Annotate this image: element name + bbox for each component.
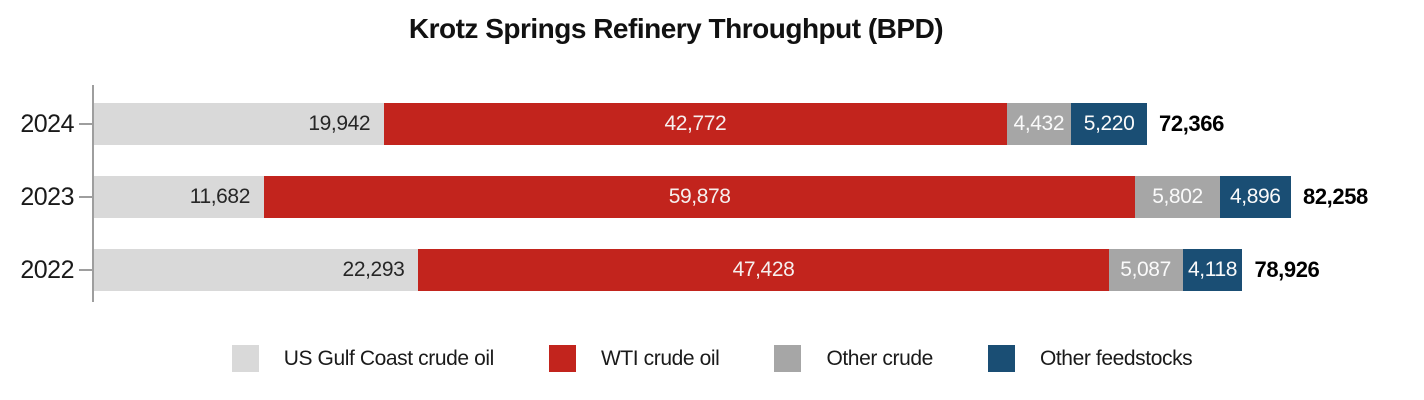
legend-label: Other crude [826,347,933,370]
chart-title: Krotz Springs Refinery Throughput (BPD) [408,13,944,44]
stacked-bar-2022: 22,293 47,428 5,087 4,118 [94,249,1243,291]
bar-segment: 42,772 [384,103,1007,145]
axis-tick [79,123,93,125]
category-label-2023: 2023 [20,183,74,211]
bar-segment: 19,942 [94,103,385,145]
bar-segment: 4,896 [1219,176,1291,218]
category-label-2022: 2022 [20,256,74,284]
legend-item: Other feedstocks [987,345,1193,372]
stacked-bar-2023: 11,682 59,878 5,802 4,896 [94,176,1291,218]
bar-segment: 4,118 [1182,249,1243,291]
legend-item: Other crude [774,345,933,372]
axis-tick [79,269,93,271]
legend-swatch-icon [774,345,802,372]
legend-label: Other feedstocks [1039,347,1193,370]
bar-segment: 47,428 [418,249,1109,291]
legend-swatch-icon [987,345,1015,372]
y-axis-line [92,85,94,302]
legend-swatch-icon [231,345,259,372]
bar-segment: 4,432 [1006,103,1072,145]
legend-label: WTI crude oil [600,347,720,370]
legend-item: US Gulf Coast crude oil [231,345,495,372]
bar-segment: 5,087 [1108,249,1183,291]
legend: US Gulf Coast crude oil WTI crude oil Othe… [0,345,1424,372]
bar-segment: 22,293 [94,249,419,291]
category-label-2024: 2024 [20,110,74,138]
axis-tick [79,196,93,198]
legend-swatch-icon [548,345,576,372]
bar-segment: 59,878 [264,176,1136,218]
legend-item: WTI crude oil [548,345,720,372]
total-label-2022: 78,926 [1254,257,1320,282]
legend-label: US Gulf Coast crude oil [283,347,495,370]
bar-segment: 5,802 [1135,176,1220,218]
bar-segment: 11,682 [94,176,264,218]
bar-segment: 5,220 [1071,103,1148,145]
total-label-2024: 72,366 [1159,111,1224,136]
stacked-bar-2024: 19,942 42,772 4,432 5,220 [94,103,1148,145]
total-label-2023: 82,258 [1303,184,1368,209]
